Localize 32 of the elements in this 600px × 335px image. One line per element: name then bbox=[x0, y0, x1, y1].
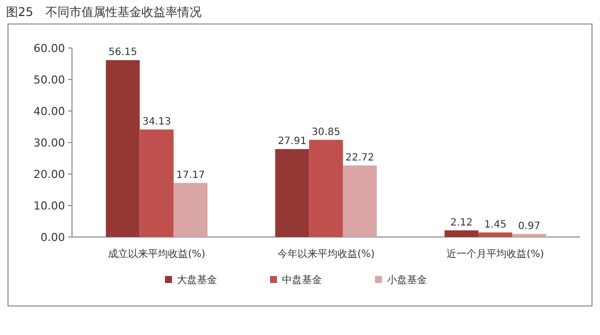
y-tick-label: 10.00 bbox=[34, 200, 65, 212]
y-tick-label: 50.00 bbox=[34, 74, 65, 86]
bar bbox=[174, 182, 208, 237]
x-tick-label: 成立以来平均收益(%) bbox=[108, 248, 206, 260]
y-tick-label: 60.00 bbox=[34, 42, 65, 55]
bar bbox=[106, 60, 140, 237]
data-label: 34.13 bbox=[142, 116, 171, 128]
data-label: 2.12 bbox=[450, 217, 473, 228]
bar bbox=[309, 140, 343, 237]
data-label: 1.45 bbox=[484, 219, 506, 230]
data-label: 56.15 bbox=[108, 47, 138, 58]
legend-label: 大盘基金 bbox=[177, 274, 217, 286]
data-label: 0.97 bbox=[518, 220, 540, 232]
bar bbox=[444, 230, 478, 237]
data-label: 17.17 bbox=[176, 170, 205, 181]
legend-label: 小盘基金 bbox=[387, 274, 427, 286]
y-tick-label: 0.00 bbox=[40, 231, 65, 244]
y-tick-label: 40.00 bbox=[34, 105, 65, 118]
data-label: 30.85 bbox=[312, 126, 340, 138]
legend-label: 中盘基金 bbox=[282, 274, 322, 286]
bar bbox=[342, 165, 377, 237]
y-tick-label: 20.00 bbox=[34, 168, 65, 181]
chart-title: 图25 不同市值属性基金收益率情况 bbox=[6, 5, 202, 19]
data-label: 27.91 bbox=[278, 136, 306, 148]
bar bbox=[512, 234, 546, 237]
bar bbox=[478, 232, 512, 237]
x-tick-label: 近一个月平均收益(%) bbox=[446, 248, 544, 260]
bar bbox=[140, 129, 174, 237]
bar bbox=[275, 149, 310, 237]
x-tick-label: 今年以来平均收益(%) bbox=[277, 248, 375, 260]
data-label: 22.72 bbox=[346, 152, 374, 164]
y-tick-label: 30.00 bbox=[34, 136, 65, 150]
